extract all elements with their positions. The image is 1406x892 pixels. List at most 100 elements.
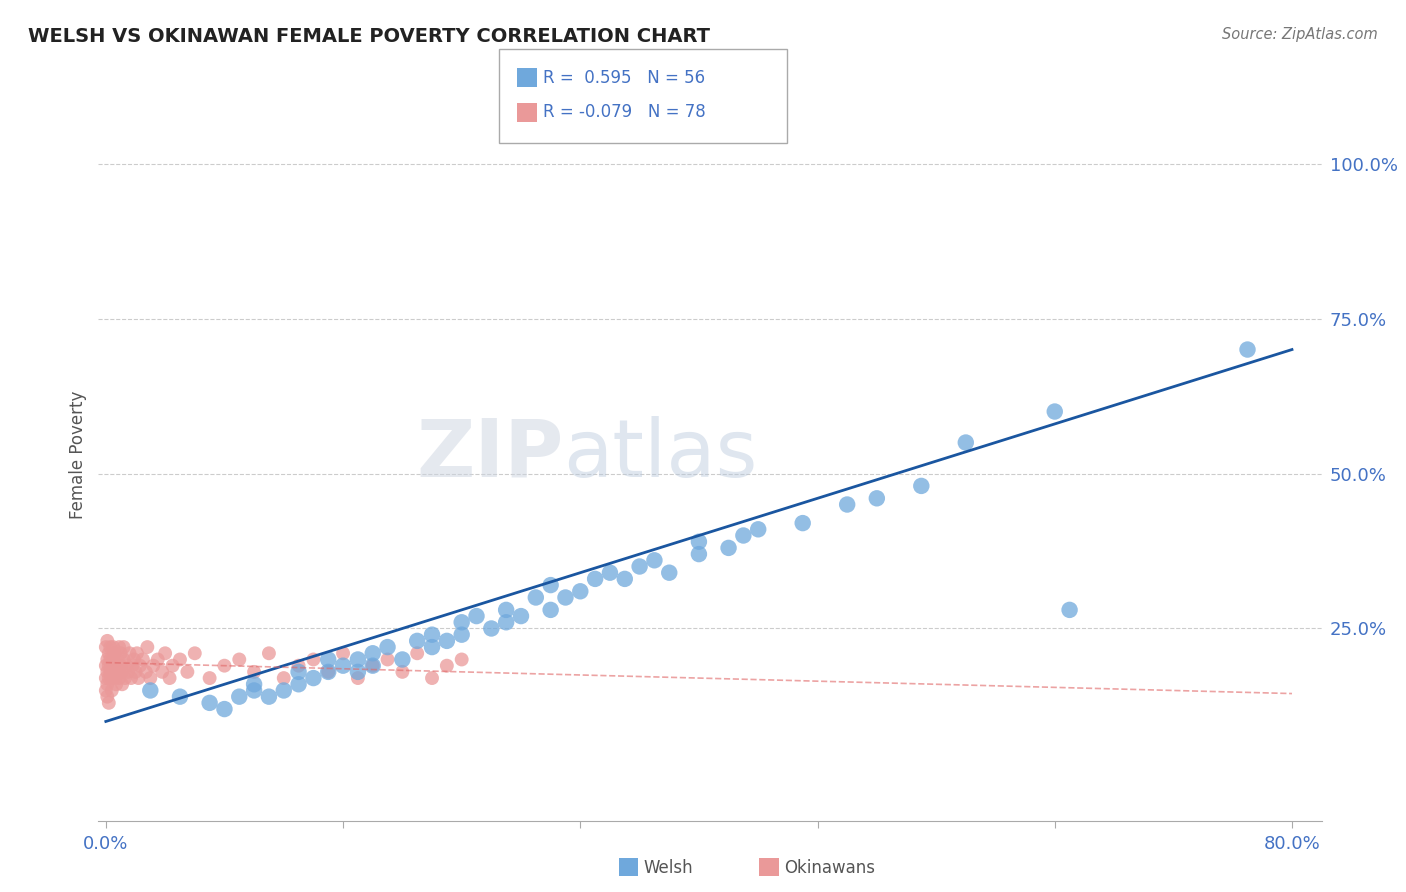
Point bbox=[104, 671, 127, 685]
Point bbox=[97, 646, 120, 660]
Point bbox=[406, 646, 429, 660]
Point bbox=[136, 640, 159, 654]
Point bbox=[524, 591, 547, 605]
Point bbox=[97, 696, 120, 710]
Point bbox=[103, 665, 125, 679]
Point bbox=[108, 671, 131, 685]
Point bbox=[316, 665, 339, 679]
Point bbox=[436, 633, 458, 648]
Point bbox=[1043, 404, 1066, 418]
Point bbox=[406, 633, 429, 648]
Point bbox=[98, 652, 121, 666]
Point bbox=[792, 516, 814, 530]
Point bbox=[107, 665, 129, 679]
Point bbox=[94, 640, 117, 654]
Point bbox=[717, 541, 740, 555]
Point bbox=[97, 671, 120, 685]
Point bbox=[554, 591, 576, 605]
Point bbox=[599, 566, 621, 580]
Text: Welsh: Welsh bbox=[644, 859, 693, 877]
Point bbox=[110, 658, 132, 673]
Point bbox=[184, 646, 207, 660]
Point bbox=[169, 690, 191, 704]
Point bbox=[347, 665, 370, 679]
Point bbox=[391, 665, 413, 679]
Point bbox=[105, 677, 128, 691]
Point bbox=[377, 640, 399, 654]
Point bbox=[450, 652, 472, 666]
Point bbox=[100, 658, 122, 673]
Point bbox=[1236, 343, 1258, 357]
Point bbox=[112, 652, 135, 666]
Point bbox=[643, 553, 665, 567]
Point bbox=[361, 658, 384, 673]
Point bbox=[142, 658, 165, 673]
Point bbox=[688, 534, 710, 549]
Point bbox=[139, 683, 162, 698]
Point bbox=[135, 665, 157, 679]
Point bbox=[361, 646, 384, 660]
Point bbox=[273, 683, 295, 698]
Point bbox=[955, 435, 977, 450]
Point bbox=[495, 615, 517, 630]
Point bbox=[332, 658, 354, 673]
Point bbox=[243, 665, 266, 679]
Point bbox=[118, 646, 141, 660]
Point bbox=[98, 640, 121, 654]
Point bbox=[420, 640, 443, 654]
Point bbox=[287, 677, 309, 691]
Point bbox=[540, 578, 562, 592]
Point bbox=[228, 690, 250, 704]
Point bbox=[243, 677, 266, 691]
Point bbox=[198, 671, 221, 685]
Text: Okinawans: Okinawans bbox=[785, 859, 876, 877]
Point bbox=[103, 640, 125, 654]
Point bbox=[910, 479, 932, 493]
Point bbox=[361, 658, 384, 673]
Point bbox=[104, 646, 127, 660]
Point bbox=[569, 584, 592, 599]
Text: R =  0.595   N = 56: R = 0.595 N = 56 bbox=[543, 69, 704, 87]
Point bbox=[108, 640, 131, 654]
Point bbox=[94, 658, 117, 673]
Point bbox=[96, 690, 118, 704]
Point bbox=[583, 572, 606, 586]
Point bbox=[658, 566, 681, 580]
Point bbox=[97, 658, 120, 673]
Point bbox=[111, 677, 134, 691]
Point bbox=[96, 652, 118, 666]
Point bbox=[214, 658, 236, 673]
Point bbox=[747, 522, 769, 536]
Point bbox=[479, 622, 502, 636]
Point bbox=[273, 671, 295, 685]
Point bbox=[105, 658, 128, 673]
Point bbox=[377, 652, 399, 666]
Point bbox=[153, 646, 176, 660]
Point bbox=[837, 498, 859, 512]
Point bbox=[125, 646, 148, 660]
Point bbox=[316, 665, 339, 679]
Point bbox=[628, 559, 651, 574]
Point bbox=[257, 646, 280, 660]
Point bbox=[391, 652, 413, 666]
Point bbox=[347, 652, 370, 666]
Point bbox=[450, 615, 472, 630]
Point bbox=[465, 609, 488, 624]
Point bbox=[103, 652, 125, 666]
Point bbox=[139, 671, 162, 685]
Text: Source: ZipAtlas.com: Source: ZipAtlas.com bbox=[1222, 27, 1378, 42]
Point bbox=[287, 665, 309, 679]
Point bbox=[613, 572, 636, 586]
Point bbox=[150, 665, 173, 679]
Point bbox=[115, 658, 138, 673]
Point bbox=[111, 665, 134, 679]
Point bbox=[1059, 603, 1081, 617]
Point bbox=[100, 683, 122, 698]
Point bbox=[117, 665, 139, 679]
Point bbox=[146, 652, 169, 666]
Point bbox=[96, 633, 118, 648]
Point bbox=[243, 683, 266, 698]
Point bbox=[162, 658, 184, 673]
Text: ZIP: ZIP bbox=[416, 416, 564, 494]
Point bbox=[107, 652, 129, 666]
